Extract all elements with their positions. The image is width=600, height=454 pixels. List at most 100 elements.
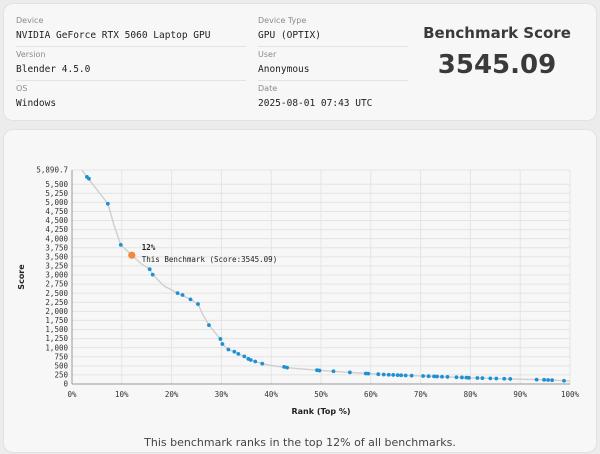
data-point [331,369,336,374]
data-point [534,377,539,382]
user-value: Anonymous [258,64,310,75]
data-point [403,373,408,378]
divider [258,46,408,47]
y-tick-label: 0 [63,380,68,389]
data-point [480,376,485,381]
data-point [467,375,471,380]
y-tick-label: 4,750 [45,207,68,216]
data-point [282,365,287,369]
data-point [386,372,391,377]
data-point [546,378,550,382]
device-type-field: Device Type GPU (OPTIX) [258,16,408,47]
y-axis-title: Score [17,264,26,290]
device-type-value: GPU (OPTIX) [258,30,321,41]
date-label: Date [258,84,278,93]
data-point [460,375,464,380]
data-point [196,302,200,306]
data-point [175,291,180,296]
data-point [150,272,155,277]
data-point [562,378,566,383]
data-point [242,354,247,359]
x-tick-label: 80% [464,390,478,399]
data-point [475,376,480,380]
score-title: Benchmark Score [423,24,571,42]
x-tick-label: 100% [561,390,580,399]
y-tick-label: 1,000 [45,343,68,352]
x-tick-label: 90% [513,390,527,399]
y-tick-label: 4,250 [45,225,68,234]
version-label: Version [16,50,46,59]
data-point [207,323,211,328]
data-point [421,374,425,378]
y-tick-label: 4,000 [45,234,68,243]
data-point [445,375,450,379]
data-point [220,342,225,346]
data-point [440,374,444,379]
data-point [188,297,193,302]
y-tick-label: 2,750 [45,280,68,289]
y-tick-label: 2,500 [45,289,68,298]
ranking-chart: 0% 10% 20% 30% 40% 50% 60% 70% 80% 90% 100% 0250500… [17,166,580,416]
device-label: Device [16,16,44,25]
y-tick-label: 750 [54,352,68,361]
x-tick-label: 60% [364,390,378,399]
rank-summary: This benchmark ranks in the top 12% of a… [144,436,456,449]
device-field: Device NVIDIA GeForce RTX 5060 Laptop GP… [16,16,246,47]
x-tick-label: 20% [165,390,179,399]
user-field: User Anonymous [258,50,408,81]
y-tick-label: 2,000 [45,307,68,316]
os-label: OS [16,84,28,93]
data-point [218,337,223,341]
divider [16,46,246,47]
data-point [87,176,91,181]
x-tick-label: 70% [414,390,428,399]
data-point [432,374,436,379]
data-point [248,358,253,362]
data-point [253,359,258,364]
data-point [236,351,241,356]
y-tick-label: 1,250 [45,334,68,343]
device-type-label: Device Type [258,16,307,25]
data-point [426,374,431,379]
x-tick-label: 50% [314,390,328,399]
x-axis-title: Rank (Top %) [291,407,350,416]
this-benchmark-point [128,251,136,259]
this-benchmark-label: This Benchmark (Score:3545.09) [142,255,277,264]
y-tick-label: 5,890.7 [36,166,68,175]
date-field: Date 2025-08-01 07:43 UTC [258,84,372,110]
data-point [399,373,404,378]
version-value: Blender 4.5.0 [16,64,91,75]
ranking-chart-card: 0% 10% 20% 30% 40% 50% 60% 70% 80% 90% 100% 0 250 500… [4,130,596,452]
y-tick-label: 5,500 [45,180,68,189]
y-tick-label: 4,500 [45,216,68,225]
x-tick-label: 0% [67,390,77,399]
y-tick-label: 250 [54,371,68,380]
data-point [381,372,386,377]
y-tick-label: 2,250 [45,298,68,307]
os-field: OS Windows [16,84,56,110]
data-point [180,293,185,297]
data-point [285,365,290,370]
data-point [147,267,152,272]
data-point [494,376,499,381]
divider [16,80,246,81]
data-point [550,378,554,383]
this-benchmark-rank-label: 12% [142,243,156,252]
data-point [226,347,231,352]
data-point [508,377,513,381]
y-tick-label: 3,000 [45,271,68,280]
x-tick-label: 10% [115,390,129,399]
y-tick-label: 3,500 [45,252,68,261]
chart-axes: 0% 10% 20% 30% 40% 50% 60% 70% 80% 90% 100% 0250500… [36,166,579,399]
score-value: 3545.09 [437,50,557,80]
data-point [395,373,400,377]
data-point [366,371,371,376]
data-point [391,373,396,377]
data-point [347,370,352,375]
y-tick-label: 500 [54,361,68,370]
data-point [118,242,123,247]
y-tick-label: 3,750 [45,243,68,252]
version-field: Version Blender 4.5.0 [16,50,246,81]
divider [258,80,408,81]
y-tick-label: 1,500 [45,325,68,334]
